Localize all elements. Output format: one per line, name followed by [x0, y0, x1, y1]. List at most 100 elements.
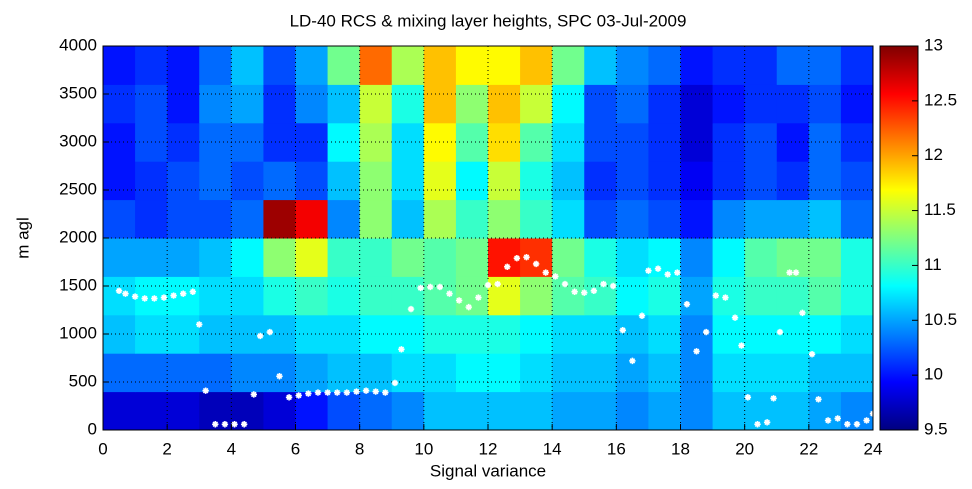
heatmap-cell [552, 161, 585, 201]
heatmap-cell [135, 84, 168, 124]
heatmap-cell [135, 199, 168, 239]
heatmap-cell [840, 84, 874, 124]
heatmap-cell [231, 276, 264, 316]
heatmap-cell [391, 238, 425, 277]
overlay-point [786, 269, 793, 276]
heatmap-cell [199, 276, 232, 316]
overlay-point [465, 303, 472, 311]
heatmap-cell [552, 46, 585, 85]
heatmap-cell [616, 122, 649, 162]
heatmap-cell [167, 46, 200, 85]
heatmap-cell [391, 353, 425, 393]
heatmap-cell [231, 238, 264, 277]
heatmap-cell [520, 84, 553, 124]
overlay-point [744, 394, 752, 401]
overlay-point [305, 390, 312, 397]
overlay-point [504, 263, 511, 270]
colorbar-tick-label: 11.5 [924, 200, 956, 219]
heatmap-cell [776, 84, 810, 124]
heatmap-cell [327, 161, 361, 201]
heatmap-cell [584, 199, 617, 239]
heatmap-cell [776, 238, 810, 277]
heatmap-cell [712, 238, 746, 277]
heatmap-cell [263, 199, 296, 239]
heatmap-cell [423, 238, 457, 277]
heatmap-cell [263, 276, 296, 316]
heatmap-cell [295, 391, 329, 431]
heatmap-cell [616, 238, 649, 277]
overlay-point [712, 292, 719, 299]
heatmap-cell [103, 84, 136, 124]
y-tick-label: 1500 [59, 275, 97, 294]
heatmap-cell [744, 276, 778, 316]
overlay-point [763, 419, 771, 426]
heatmap-cell [552, 276, 585, 316]
heatmap-cell [840, 199, 874, 239]
heatmap-cell [616, 276, 649, 316]
heatmap-cell [295, 161, 329, 201]
heatmap-cell [455, 238, 489, 277]
overlay-point [590, 287, 598, 294]
heatmap-cell [231, 46, 264, 85]
heatmap-cell [648, 353, 681, 393]
overlay-point [196, 321, 203, 328]
heatmap-cell [359, 391, 393, 431]
heatmap-cell [488, 391, 521, 431]
overlay-point [427, 283, 434, 291]
overlay-point [494, 280, 501, 288]
y-tick-label: 3500 [59, 83, 97, 102]
heatmap-cell [840, 353, 874, 393]
overlay-point [532, 260, 540, 268]
heatmap-cell [167, 353, 200, 393]
heatmap-cell [776, 276, 810, 316]
x-tick-label: 24 [864, 439, 883, 458]
x-tick-label: 12 [479, 439, 498, 458]
heatmap-cell [295, 84, 329, 124]
heatmap-cell [199, 353, 232, 393]
heatmap-cell [616, 46, 649, 85]
heatmap-cell [712, 161, 746, 201]
heatmap-cell [455, 353, 489, 393]
overlay-point [683, 301, 691, 308]
heatmap-cell [423, 84, 457, 124]
heatmap-cell [199, 161, 232, 201]
overlay-point [343, 389, 351, 396]
heatmap-cell [552, 391, 585, 431]
overlay-point [250, 391, 257, 398]
y-axis-label: m agl [13, 217, 32, 259]
overlay-point [654, 265, 662, 272]
heatmap-cell [135, 391, 168, 431]
heatmap-cell [744, 314, 778, 354]
heatmap-cell [552, 238, 585, 277]
heatmap-cell [231, 199, 264, 239]
overlay-point [808, 350, 816, 358]
heatmap-cell [552, 84, 585, 124]
heatmap-cell [776, 46, 810, 85]
heatmap-cell [840, 46, 874, 85]
heatmap-cell [584, 391, 617, 431]
overlay-point [398, 346, 405, 353]
overlay-point [853, 421, 861, 428]
colorbar-tick-label: 12 [924, 145, 943, 164]
heatmap-cell [295, 199, 329, 239]
overlay-point [131, 293, 139, 300]
x-tick-label: 2 [162, 439, 171, 458]
colorbar-tick-label: 10 [924, 365, 943, 384]
heatmap-cell [680, 84, 714, 124]
heatmap-cell [231, 353, 264, 393]
x-tick-label: 20 [735, 439, 754, 458]
heatmap-cell [455, 46, 489, 85]
heatmap-cell [712, 46, 746, 85]
heatmap-cell [327, 238, 361, 277]
overlay-point [407, 305, 415, 313]
heatmap-cell [391, 391, 425, 431]
heatmap-cell [423, 353, 457, 393]
overlay-point [693, 348, 700, 355]
heatmap-cell [616, 314, 649, 354]
heatmap-cell [808, 122, 842, 162]
heatmap-cell [359, 84, 393, 124]
heatmap-cell [680, 161, 714, 201]
heatmap-cell [744, 122, 778, 162]
x-tick-label: 16 [607, 439, 626, 458]
heatmap-cell [520, 353, 553, 393]
